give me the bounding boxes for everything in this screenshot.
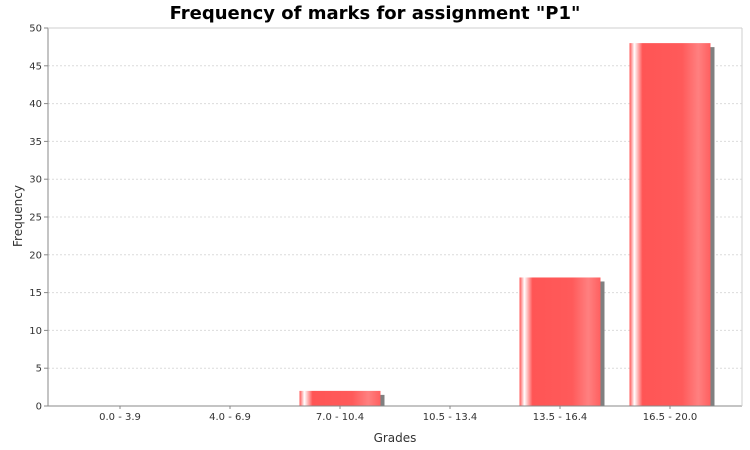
y-tick-label: 25 [29, 213, 42, 224]
y-tick-label: 0 [36, 402, 42, 413]
x-tick-label: 13.5 - 16.4 [533, 412, 588, 423]
x-axis-label: Grades [374, 431, 417, 445]
y-tick-label: 30 [29, 175, 42, 186]
x-tick-label: 10.5 - 13.4 [423, 412, 478, 423]
x-tick-label: 16.5 - 20.0 [643, 412, 698, 423]
bars [299, 43, 711, 407]
chart-title: Frequency of marks for assignment "P1" [170, 3, 581, 24]
y-tick-label: 35 [29, 137, 42, 148]
y-tick-label: 15 [29, 288, 42, 299]
y-tick-label: 10 [29, 326, 42, 337]
y-tick-label: 50 [29, 24, 42, 35]
bar [629, 43, 711, 407]
x-tick-label: 0.0 - 3.9 [99, 412, 141, 423]
x-tick-label: 7.0 - 10.4 [316, 412, 364, 423]
x-tick-labels: 0.0 - 3.9 4.0 - 6.9 7.0 - 10.4 10.5 - 13.4 1… [99, 406, 697, 423]
y-axis-label: Frequency [11, 185, 25, 247]
bar [299, 390, 381, 406]
bar [519, 277, 601, 406]
y-tick-label: 45 [29, 61, 42, 72]
y-tick-label: 5 [36, 364, 42, 375]
y-tick-label: 20 [29, 250, 42, 261]
x-tick-label: 4.0 - 6.9 [209, 412, 251, 423]
y-tick-label: 40 [29, 99, 42, 110]
y-tick-labels: 0 5 10 15 20 25 30 35 40 45 50 [29, 24, 48, 413]
